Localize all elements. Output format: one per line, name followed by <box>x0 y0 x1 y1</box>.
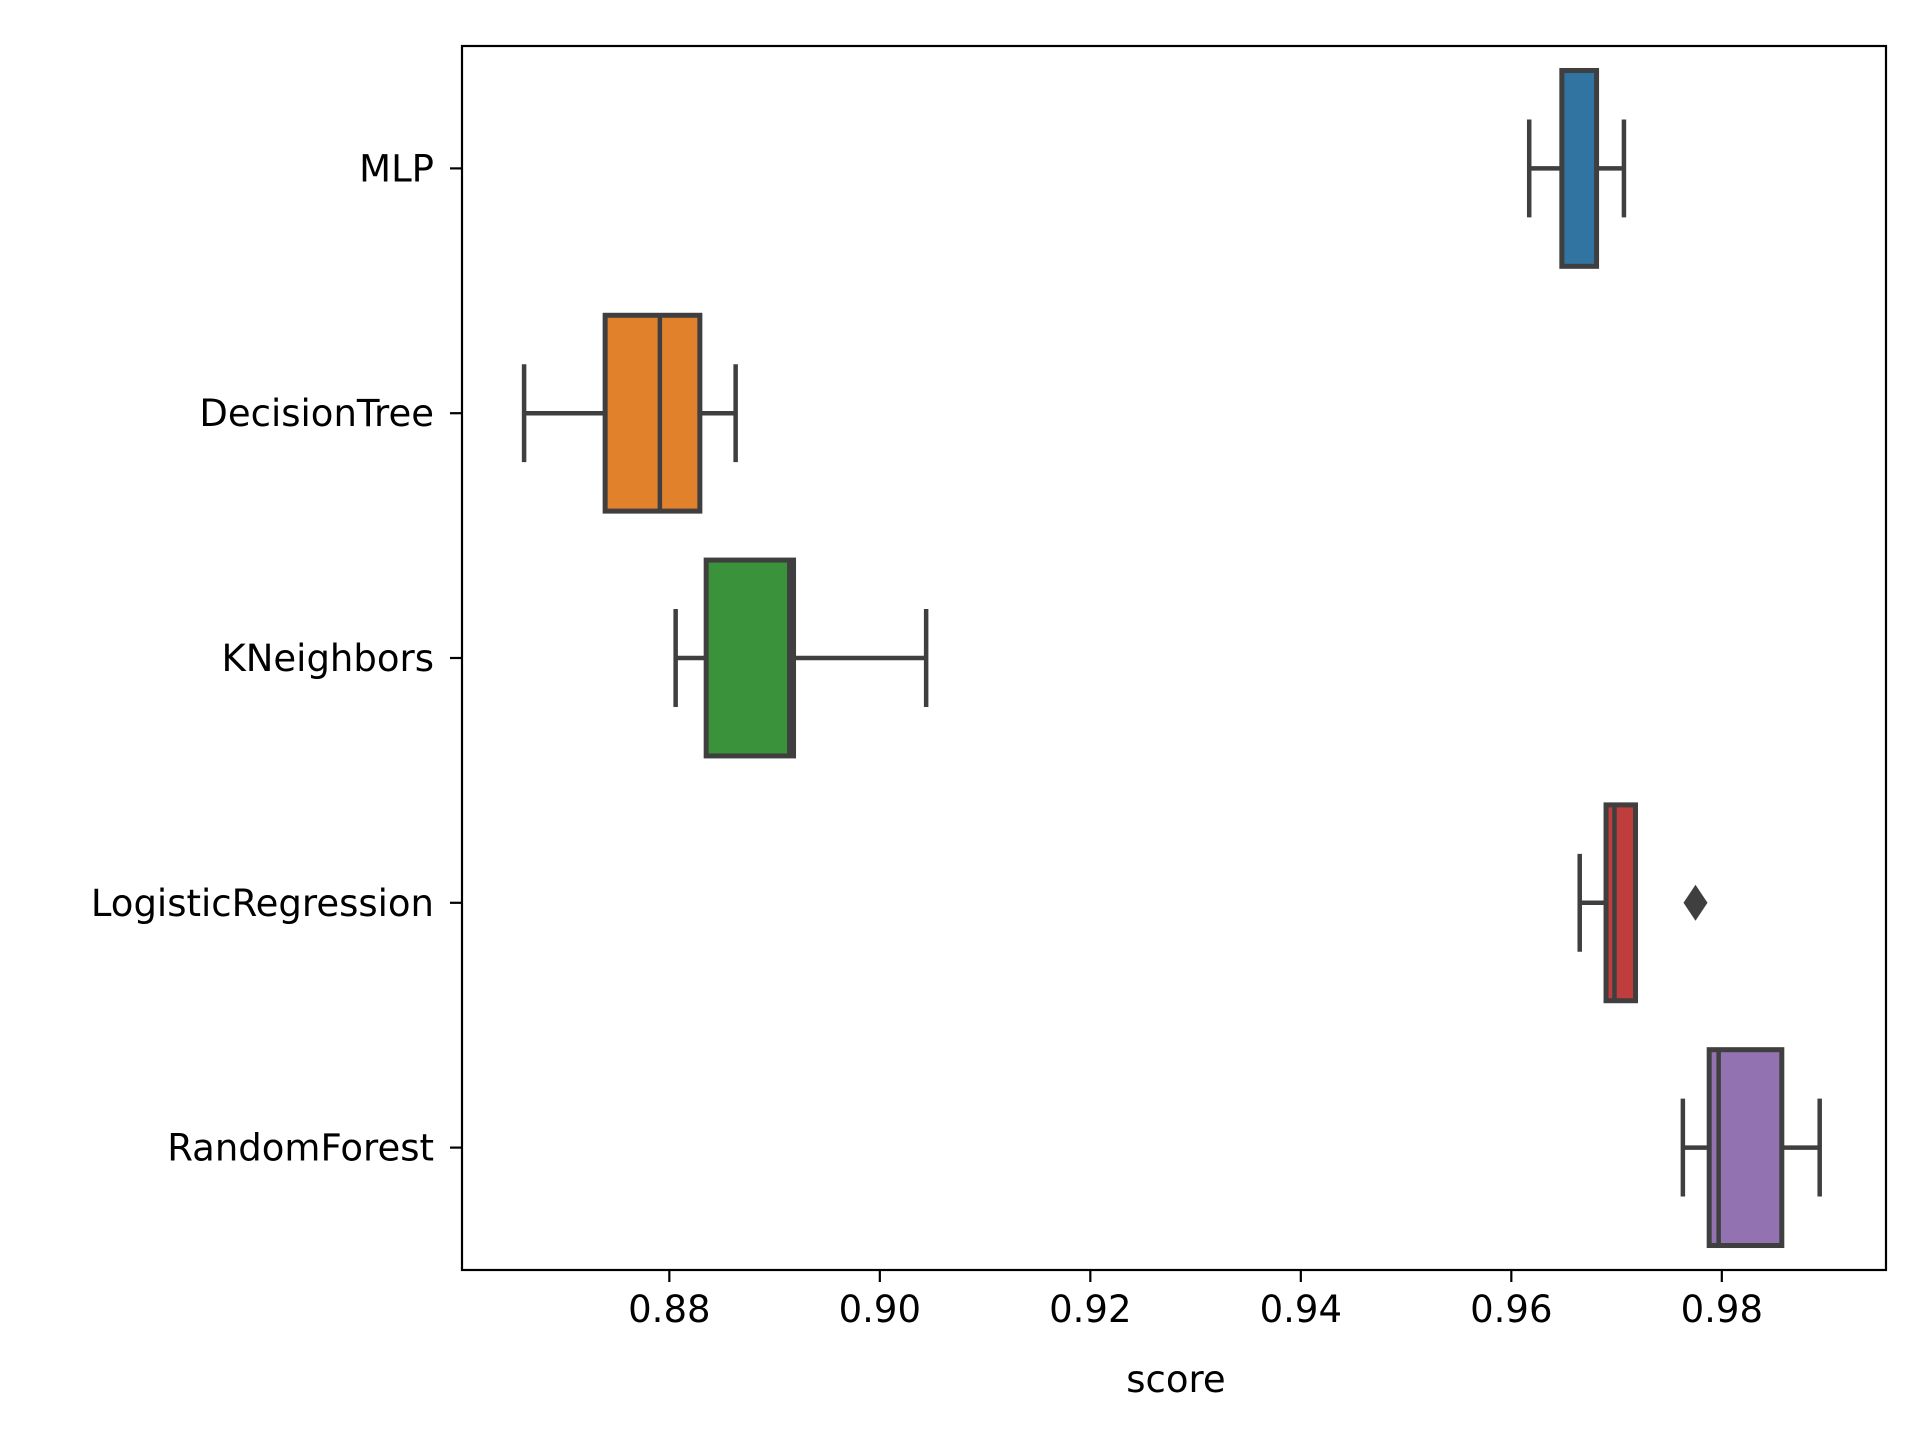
outlier-point-logisticregression-0 <box>1683 884 1708 921</box>
box-logisticregression <box>1603 802 1639 1004</box>
box-group-kneighbors <box>673 557 929 759</box>
y-tick-label: MLP <box>359 147 434 190</box>
y-tick-label: RandomForest <box>167 1127 434 1170</box>
box-group-decisiontree <box>521 312 738 514</box>
x-tick-label: 0.88 <box>628 1288 710 1331</box>
y-tick-label: LogisticRegression <box>91 882 434 925</box>
x-tick-label: 0.98 <box>1681 1288 1763 1331</box>
x-axis-title: score <box>1126 1358 1225 1401</box>
box-randomforest <box>1706 1047 1785 1249</box>
box-group-logisticregression <box>1577 802 1708 1004</box>
box-decisiontree <box>602 312 703 514</box>
boxes-layer <box>521 67 1822 1249</box>
y-tick-label: KNeighbors <box>221 637 434 680</box>
box-kneighbors <box>703 557 797 759</box>
x-tick-label: 0.90 <box>839 1288 921 1331</box>
box-group-randomforest <box>1680 1047 1822 1249</box>
box-mlp <box>1559 67 1600 269</box>
x-tick-label: 0.94 <box>1260 1288 1342 1331</box>
y-tick-label: DecisionTree <box>199 392 434 435</box>
box-group-mlp <box>1526 67 1627 269</box>
x-tick-label: 0.92 <box>1049 1288 1131 1331</box>
x-tick-label: 0.96 <box>1470 1288 1552 1331</box>
axes-layer: 0.88 0.90 0.92 0.94 0.96 0.98 MLP DecisionTree K… <box>91 44 1888 1331</box>
